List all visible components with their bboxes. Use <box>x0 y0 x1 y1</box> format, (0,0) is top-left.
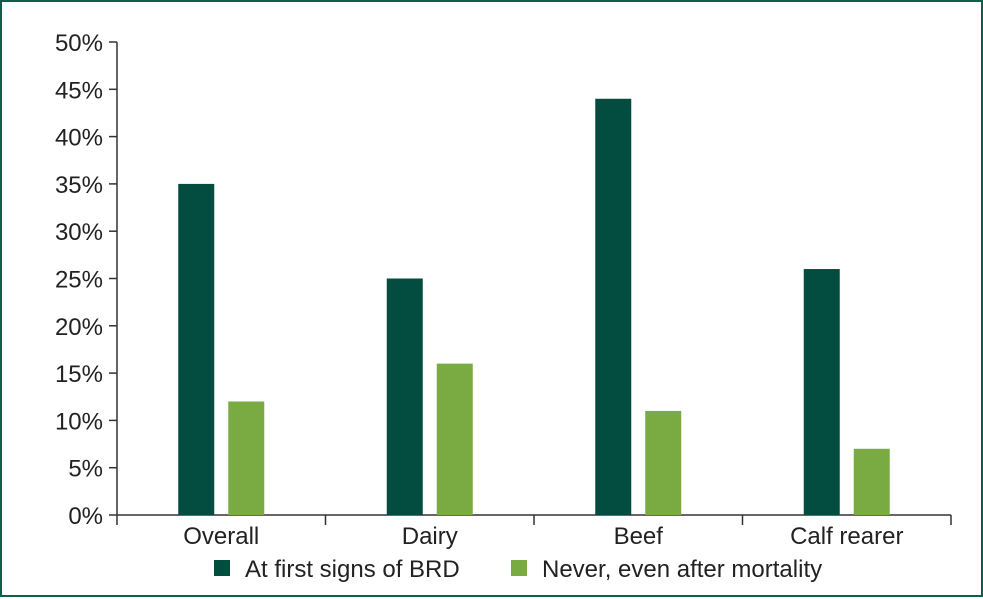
bar-series-1 <box>386 278 423 515</box>
legend: At first signs of BRD Never, even after m… <box>214 556 822 583</box>
legend-swatch <box>214 560 230 576</box>
bar-series-2 <box>228 401 265 515</box>
y-tick-label: 25% <box>55 267 103 294</box>
bars <box>178 98 890 515</box>
y-tick-label: 5% <box>68 456 103 483</box>
y-tick-label: 15% <box>55 361 103 388</box>
x-axis: Overall Dairy Beef Calf rearer <box>116 514 952 550</box>
x-tick-label: Calf rearer <box>790 523 903 550</box>
legend-label: Never, even after mortality <box>542 556 822 583</box>
y-tick-label: 10% <box>55 408 103 435</box>
y-tick-label: 45% <box>55 77 103 104</box>
x-tick-label: Overall <box>183 523 259 550</box>
y-tick-label: 20% <box>55 314 103 341</box>
bar-series-2 <box>645 410 682 515</box>
bar-series-2 <box>436 363 473 515</box>
y-tick-label: 35% <box>55 172 103 199</box>
x-tick-label: Beef <box>614 523 664 550</box>
bar-series-1 <box>178 183 215 515</box>
legend-swatch <box>511 560 527 576</box>
x-tick-label: Dairy <box>402 523 458 550</box>
y-tick-label: 50% <box>55 30 103 57</box>
bar-series-1 <box>803 269 840 515</box>
y-axis: 0% 5% 10% 15% 20% 25% 30% 35% 40% 45% 50% <box>55 30 118 530</box>
bar-series-2 <box>853 448 890 515</box>
y-tick-label: 0% <box>68 503 103 530</box>
y-tick-label: 40% <box>55 125 103 152</box>
bar-series-1 <box>595 98 632 515</box>
legend-label: At first signs of BRD <box>245 556 460 583</box>
y-tick-label: 30% <box>55 219 103 246</box>
